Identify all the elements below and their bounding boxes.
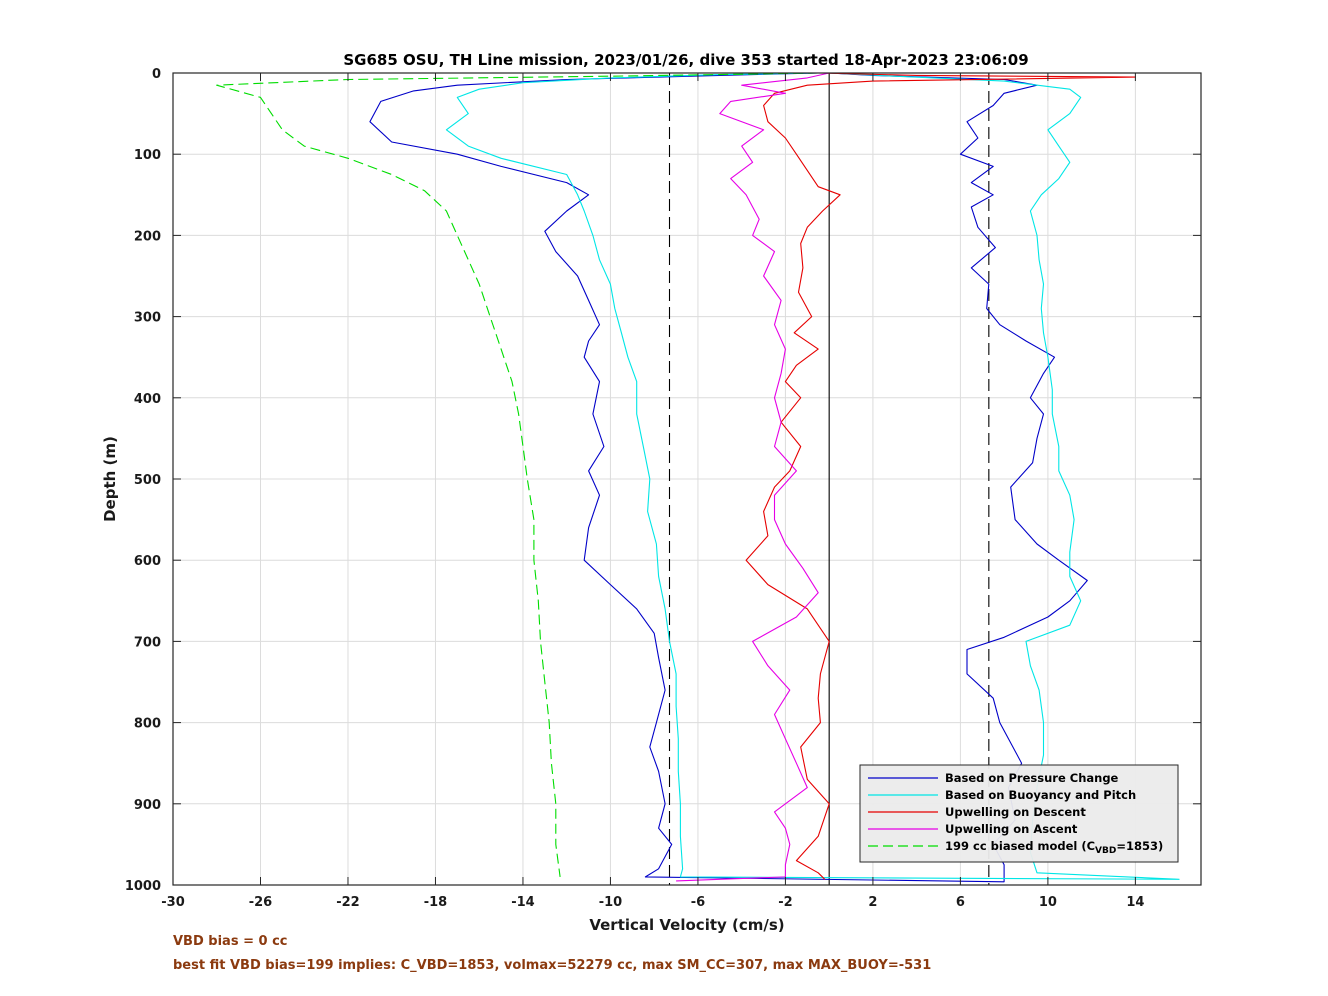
legend-label: Based on Buoyancy and Pitch bbox=[945, 788, 1136, 802]
y-tick-label: 900 bbox=[134, 798, 161, 813]
axis-ticks: -30 -26 -22 -18 -14 -10 -6 -2 2 6 10 14010020030040… bbox=[125, 67, 1201, 910]
legend-label: Upwelling on Descent bbox=[945, 805, 1086, 819]
series-line-2 bbox=[445, 72, 1180, 880]
x-tick-label: -10 bbox=[599, 895, 623, 910]
grid-lines bbox=[172, 72, 1201, 886]
x-axis-label: Vertical Velocity (cm/s) bbox=[589, 916, 784, 934]
best-fit-note: best fit VBD bias=199 implies: C_VBD=185… bbox=[173, 958, 932, 973]
x-tick-label: -18 bbox=[424, 895, 448, 910]
y-tick-label: 800 bbox=[134, 717, 161, 732]
x-tick-label: -22 bbox=[336, 895, 360, 910]
y-tick-label: 100 bbox=[134, 148, 161, 163]
x-tick-label: 6 bbox=[956, 895, 965, 910]
y-tick-label: 0 bbox=[152, 67, 161, 82]
y-tick-label: 500 bbox=[134, 473, 161, 488]
y-tick-label: 200 bbox=[134, 229, 161, 244]
x-tick-label: -14 bbox=[511, 895, 535, 910]
x-tick-label: 2 bbox=[868, 895, 877, 910]
y-axis-label: Depth (m) bbox=[101, 436, 119, 522]
y-tick-label: 1000 bbox=[125, 879, 161, 894]
series-line-3 bbox=[745, 72, 1136, 880]
vbd-bias-note: VBD bias = 0 cc bbox=[173, 934, 288, 949]
x-tick-label: 14 bbox=[1126, 895, 1144, 910]
series-line-1 bbox=[369, 72, 1088, 883]
chart-title: SG685 OSU, TH Line mission, 2023/01/26, … bbox=[343, 51, 1028, 69]
reference-lines bbox=[668, 73, 990, 885]
series-line-4 bbox=[676, 72, 830, 882]
legend: Based on Pressure Change Based on Buoyanc… bbox=[859, 764, 1179, 863]
y-tick-label: 300 bbox=[134, 311, 161, 326]
x-tick-label: 10 bbox=[1039, 895, 1057, 910]
y-tick-label: 700 bbox=[134, 635, 161, 650]
x-tick-label: -6 bbox=[691, 895, 705, 910]
x-tick-label: -26 bbox=[249, 895, 273, 910]
legend-label: Based on Pressure Change bbox=[945, 771, 1119, 785]
y-tick-label: 400 bbox=[134, 392, 161, 407]
legend-label: Upwelling on Ascent bbox=[945, 822, 1078, 836]
x-tick-label: -30 bbox=[161, 895, 185, 910]
series-line-5 bbox=[216, 72, 819, 877]
y-tick-label: 600 bbox=[134, 554, 161, 569]
legend-label: 199 cc biased model (CVBD=1853) bbox=[945, 839, 1163, 856]
x-tick-label: -2 bbox=[778, 895, 792, 910]
